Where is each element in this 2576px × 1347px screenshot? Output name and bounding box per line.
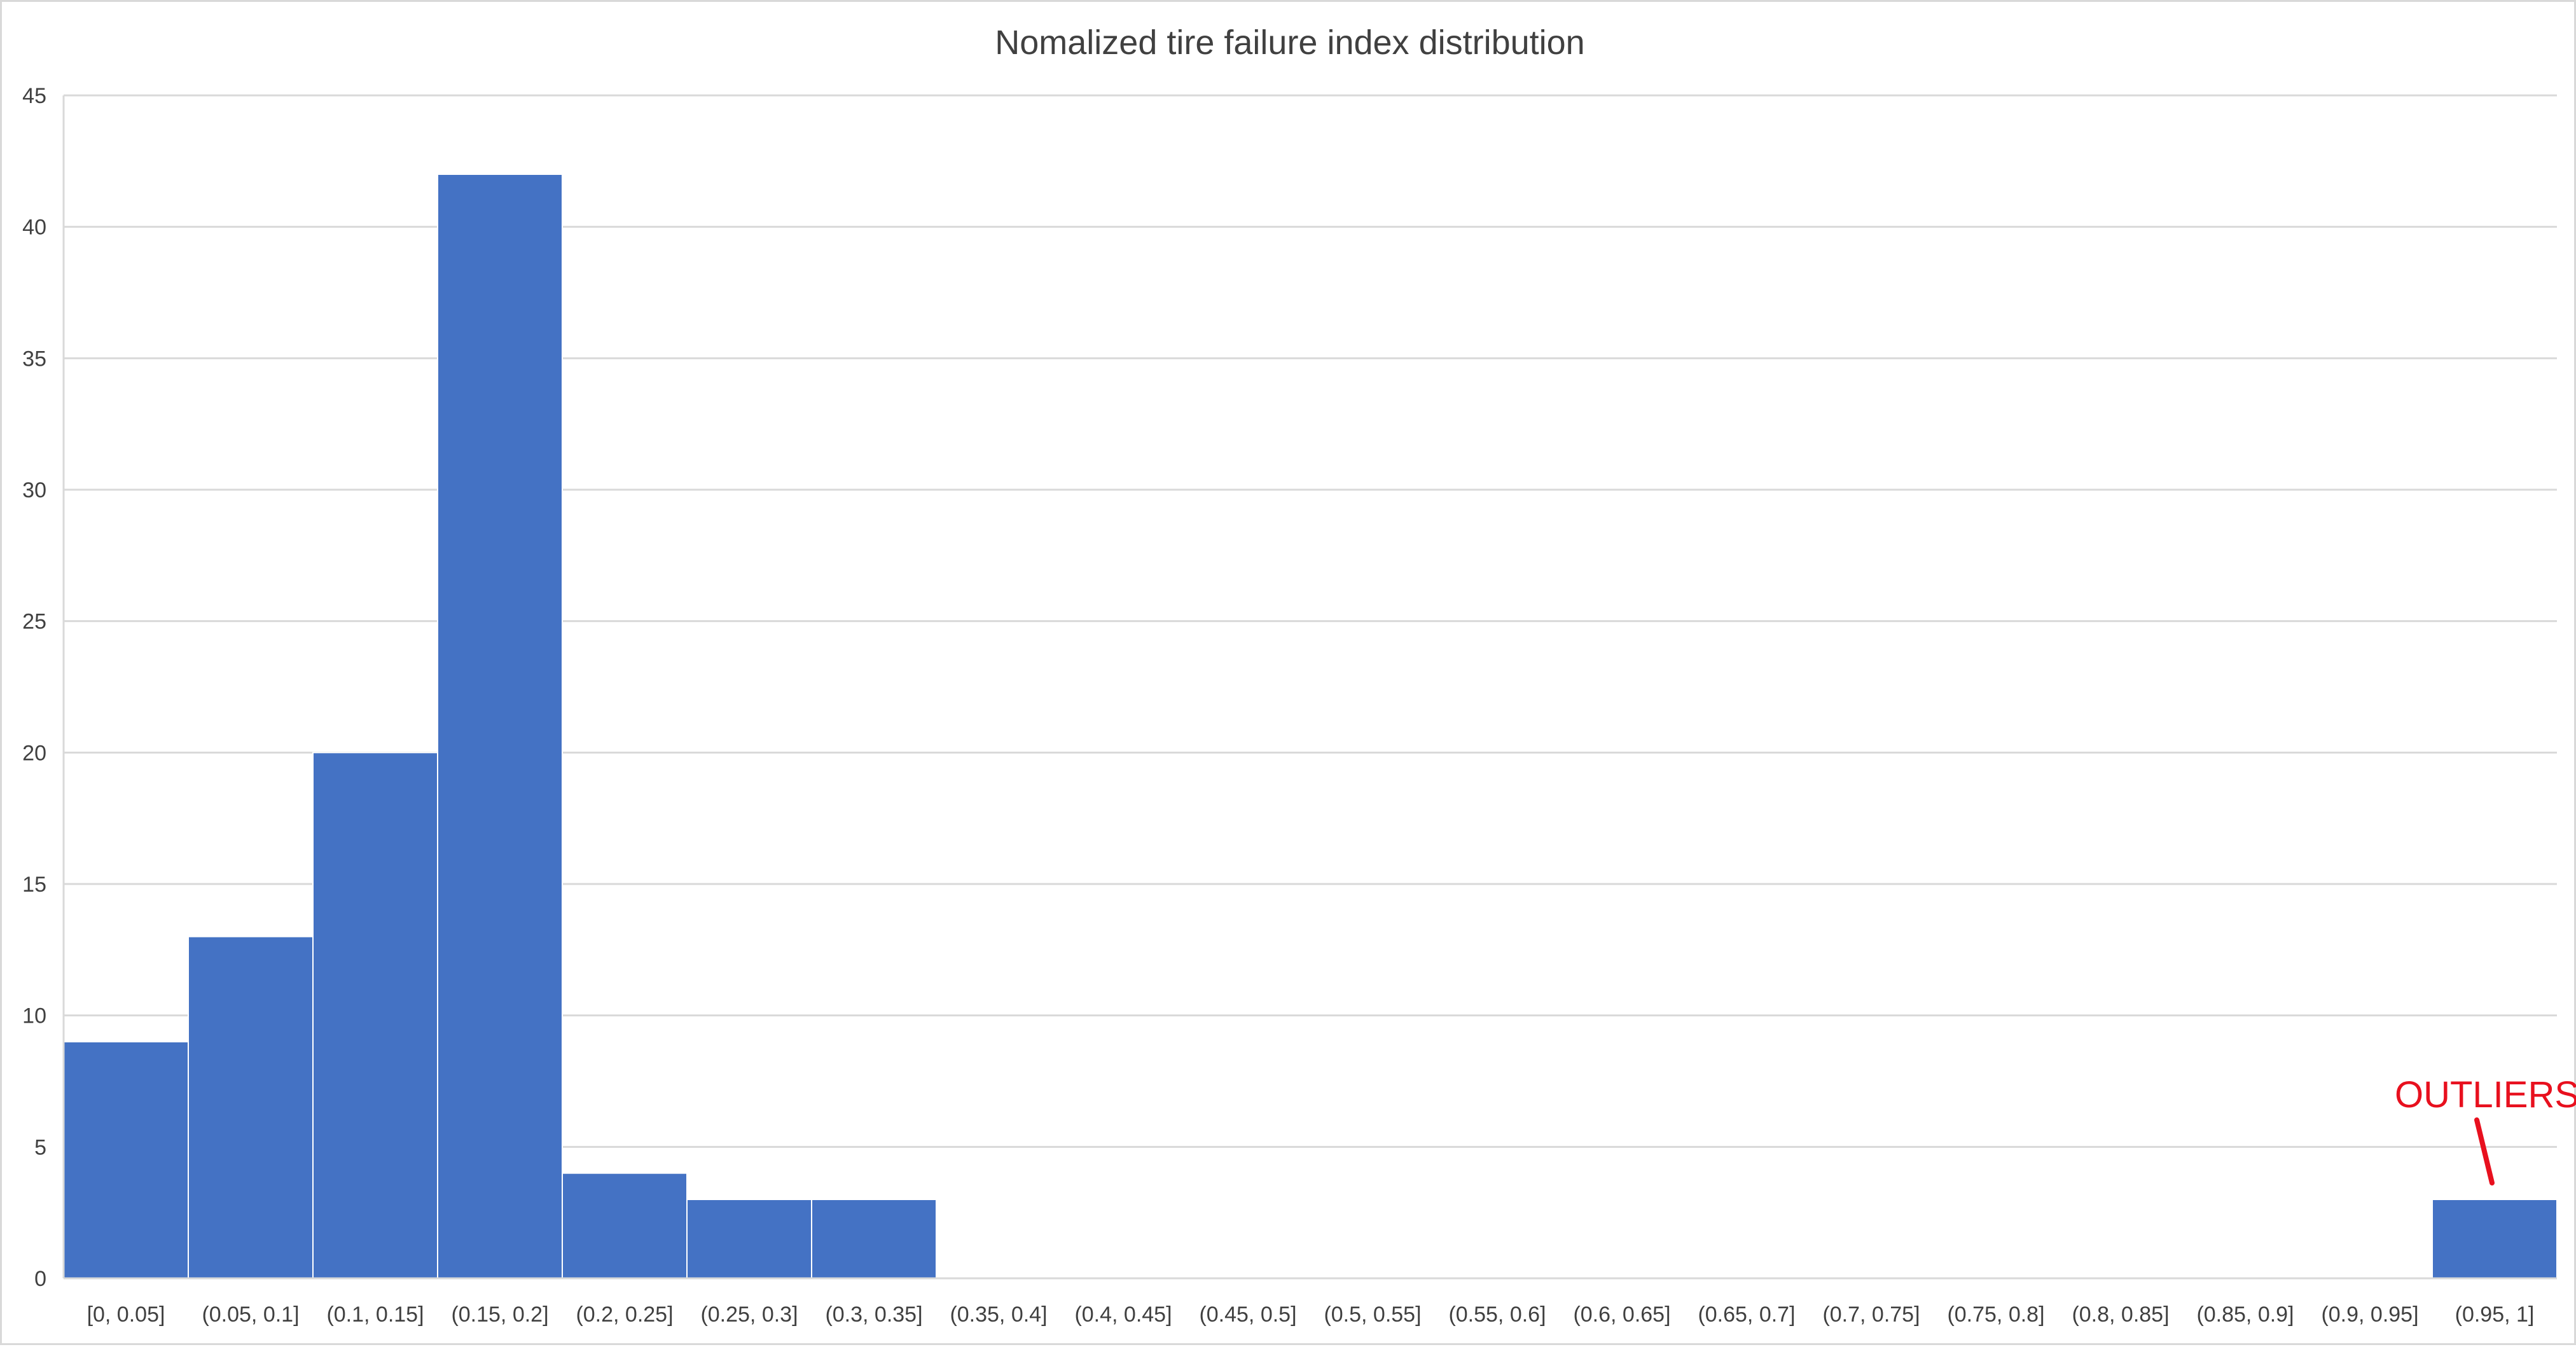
axes bbox=[62, 95, 2557, 1280]
bar-19 bbox=[2432, 1199, 2558, 1279]
y-tick-label-20: 20 bbox=[22, 741, 46, 765]
x-tick-label-6: (0.3, 0.35] bbox=[825, 1302, 922, 1327]
y-tick-label-35: 35 bbox=[22, 347, 46, 371]
y-tick-label-5: 5 bbox=[34, 1135, 46, 1159]
y-tick-label-15: 15 bbox=[22, 873, 46, 897]
outliers-annotation: OUTLIERS bbox=[2395, 1074, 2576, 1185]
bar-2 bbox=[312, 752, 438, 1280]
bar-1 bbox=[188, 936, 314, 1279]
bar-3 bbox=[437, 174, 563, 1279]
chart-title: Nomalized tire failure index distributio… bbox=[995, 24, 1584, 62]
x-tick-label-19: (0.95, 1] bbox=[2455, 1302, 2535, 1327]
outliers-pointer bbox=[2474, 1117, 2495, 1185]
x-tick-label-2: (0.1, 0.15] bbox=[326, 1302, 424, 1327]
x-tick-label-17: (0.85, 0.9] bbox=[2196, 1302, 2294, 1327]
x-tick-label-4: (0.2, 0.25] bbox=[576, 1302, 673, 1327]
outliers-label: OUTLIERS bbox=[2395, 1074, 2576, 1116]
y-tick-label-25: 25 bbox=[22, 610, 46, 634]
x-tick-label-12: (0.6, 0.65] bbox=[1573, 1302, 1670, 1327]
x-tick-label-16: (0.8, 0.85] bbox=[2072, 1302, 2169, 1327]
x-tick-label-9: (0.45, 0.5] bbox=[1199, 1302, 1296, 1327]
x-tick-label-5: (0.25, 0.3] bbox=[700, 1302, 798, 1327]
y-tick-label-40: 40 bbox=[22, 216, 46, 240]
y-axis-tick-labels: 0 5 10 15 20 25 30 35 40 45 bbox=[22, 84, 46, 1291]
x-tick-label-11: (0.55, 0.6] bbox=[1448, 1302, 1546, 1327]
bar-5 bbox=[686, 1199, 812, 1279]
y-tick-label-30: 30 bbox=[22, 478, 46, 502]
x-tick-label-7: (0.35, 0.4] bbox=[950, 1302, 1047, 1327]
x-tick-label-18: (0.9, 0.95] bbox=[2321, 1302, 2418, 1327]
x-tick-label-3: (0.15, 0.2] bbox=[451, 1302, 548, 1327]
x-tick-label-13: (0.65, 0.7] bbox=[1698, 1302, 1795, 1327]
bars bbox=[63, 174, 2558, 1280]
y-tick-label-45: 45 bbox=[22, 84, 46, 108]
x-tick-label-10: (0.5, 0.55] bbox=[1324, 1302, 1421, 1327]
y-tick-label-0: 0 bbox=[34, 1267, 46, 1291]
bar-0 bbox=[63, 1041, 189, 1279]
x-tick-label-8: (0.4, 0.45] bbox=[1074, 1302, 1172, 1327]
x-tick-label-15: (0.75, 0.8] bbox=[1947, 1302, 2044, 1327]
y-tick-label-10: 10 bbox=[22, 1004, 46, 1028]
bar-6 bbox=[811, 1199, 937, 1279]
x-tick-label-14: (0.7, 0.75] bbox=[1822, 1302, 1920, 1327]
bar-4 bbox=[562, 1172, 688, 1279]
x-tick-label-1: (0.05, 0.1] bbox=[202, 1302, 299, 1327]
x-axis-tick-labels: [0, 0.05] (0.05, 0.1] (0.1, 0.15] (0.15, 0.… bbox=[87, 1302, 2535, 1327]
x-tick-label-0: [0, 0.05] bbox=[87, 1302, 165, 1327]
